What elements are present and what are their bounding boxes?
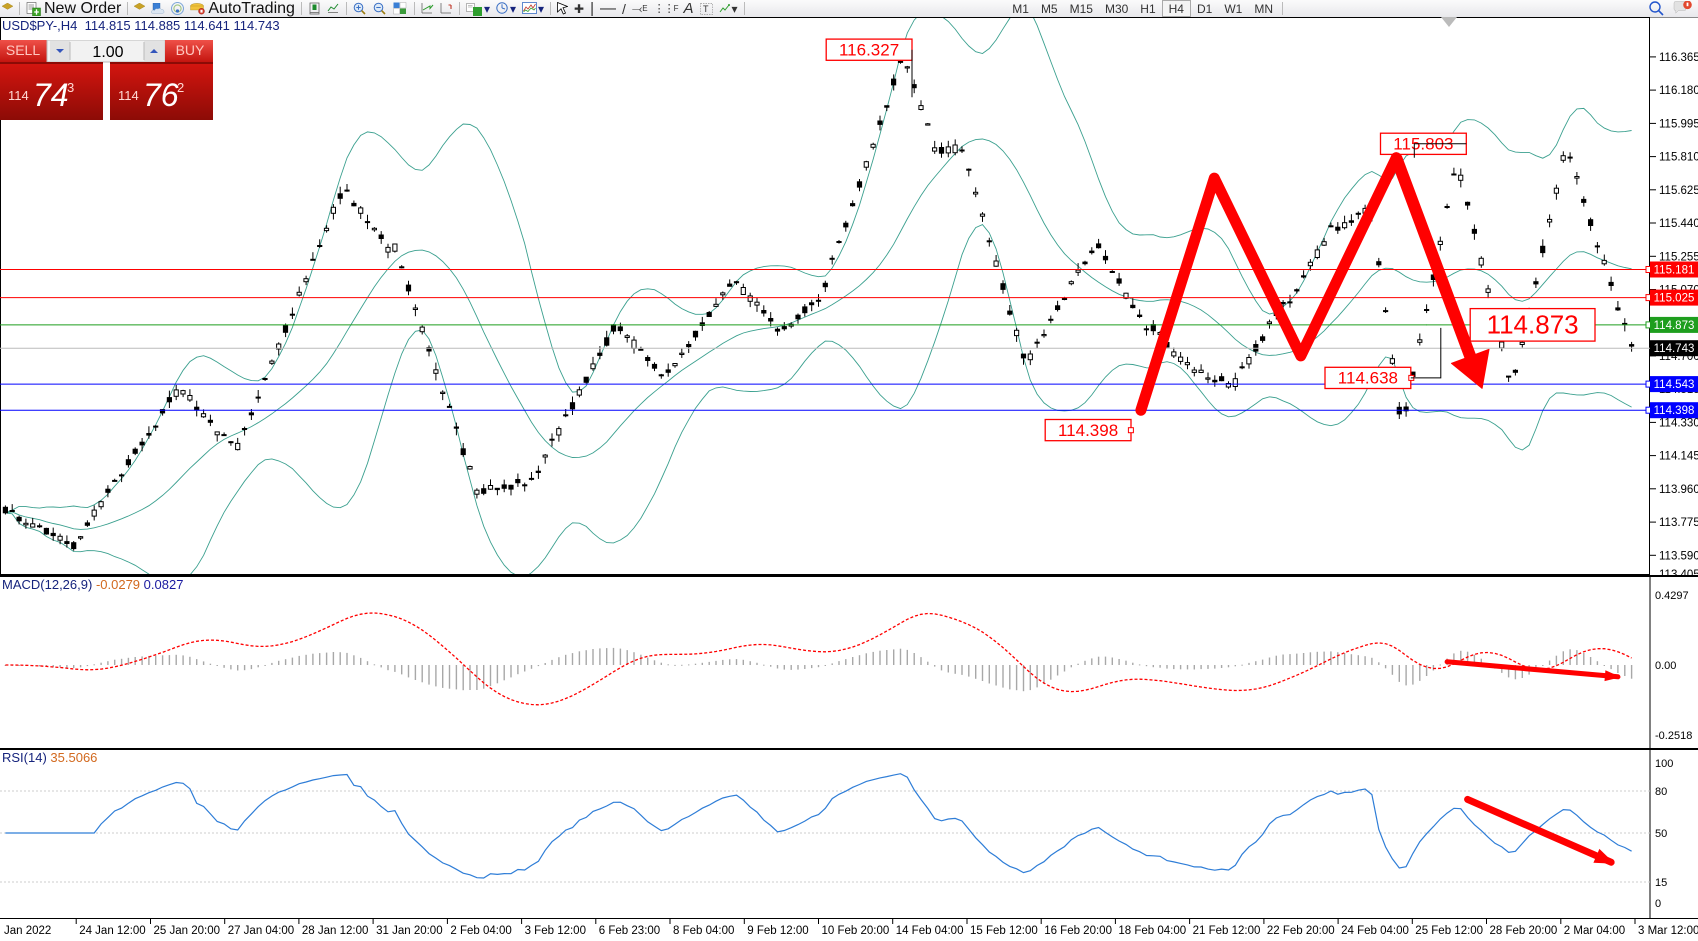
svg-text:T: T <box>703 4 709 14</box>
svg-text:16 Feb 20:00: 16 Feb 20:00 <box>1044 925 1112 937</box>
svg-text:18 Feb 04:00: 18 Feb 04:00 <box>1118 925 1186 937</box>
svg-text:114.543: 114.543 <box>1654 379 1695 391</box>
svg-text:31 Jan 20:00: 31 Jan 20:00 <box>376 925 443 937</box>
svg-text:14 Feb 04:00: 14 Feb 04:00 <box>896 925 964 937</box>
svg-text:2 Feb 04:00: 2 Feb 04:00 <box>450 925 511 937</box>
svg-text:114.873: 114.873 <box>1487 310 1579 340</box>
svg-text:25 Jan 20:00: 25 Jan 20:00 <box>154 925 221 937</box>
svg-text:100: 100 <box>1655 758 1673 770</box>
svg-text:SELL: SELL <box>6 42 40 58</box>
svg-text:9 Feb 12:00: 9 Feb 12:00 <box>747 925 808 937</box>
svg-text:24 Feb 04:00: 24 Feb 04:00 <box>1341 925 1409 937</box>
svg-text:76: 76 <box>143 77 179 113</box>
svg-text:114.638: 114.638 <box>1338 369 1398 388</box>
svg-text:10 Feb 20:00: 10 Feb 20:00 <box>822 925 890 937</box>
svg-text:74: 74 <box>33 77 69 113</box>
svg-text:0.4297: 0.4297 <box>1655 590 1689 602</box>
svg-text:115.025: 115.025 <box>1654 293 1695 305</box>
svg-text:28 Feb 20:00: 28 Feb 20:00 <box>1490 925 1558 937</box>
svg-text:114.398: 114.398 <box>1058 421 1118 440</box>
svg-text:27 Jan 04:00: 27 Jan 04:00 <box>228 925 295 937</box>
svg-text:0.00: 0.00 <box>1655 660 1676 672</box>
svg-text:1.00: 1.00 <box>92 44 123 61</box>
svg-text:0: 0 <box>1655 898 1661 910</box>
svg-text:24 Jan 12:00: 24 Jan 12:00 <box>79 925 146 937</box>
svg-text:BUY: BUY <box>176 42 205 58</box>
svg-text:114.743: 114.743 <box>1654 343 1695 355</box>
svg-text:8 Feb 04:00: 8 Feb 04:00 <box>673 925 734 937</box>
svg-text:2: 2 <box>177 80 184 95</box>
svg-text:80: 80 <box>1655 786 1667 798</box>
svg-text:Jan 2022: Jan 2022 <box>4 925 51 937</box>
svg-text:114.398: 114.398 <box>1654 405 1695 417</box>
svg-text:3: 3 <box>67 80 74 95</box>
svg-text:22 Feb 20:00: 22 Feb 20:00 <box>1267 925 1335 937</box>
svg-text:-0.2518: -0.2518 <box>1655 730 1692 742</box>
svg-text:50: 50 <box>1655 828 1667 840</box>
svg-text:21 Feb 12:00: 21 Feb 12:00 <box>1193 925 1261 937</box>
svg-text:6 Feb 23:00: 6 Feb 23:00 <box>599 925 660 937</box>
svg-text:115.181: 115.181 <box>1654 265 1695 277</box>
svg-text:114.873: 114.873 <box>1654 320 1695 332</box>
svg-text:15: 15 <box>1655 877 1667 889</box>
svg-text:114: 114 <box>8 88 29 103</box>
svg-text:114: 114 <box>118 88 139 103</box>
svg-text:25 Feb 12:00: 25 Feb 12:00 <box>1415 925 1483 937</box>
svg-text:28 Jan 12:00: 28 Jan 12:00 <box>302 925 369 937</box>
svg-text:116.327: 116.327 <box>839 41 899 60</box>
svg-text:15 Feb 12:00: 15 Feb 12:00 <box>970 925 1038 937</box>
svg-text:3 Mar 12:00: 3 Mar 12:00 <box>1638 925 1698 937</box>
svg-text:3 Feb 12:00: 3 Feb 12:00 <box>525 925 586 937</box>
svg-text:2 Mar 04:00: 2 Mar 04:00 <box>1564 925 1625 937</box>
